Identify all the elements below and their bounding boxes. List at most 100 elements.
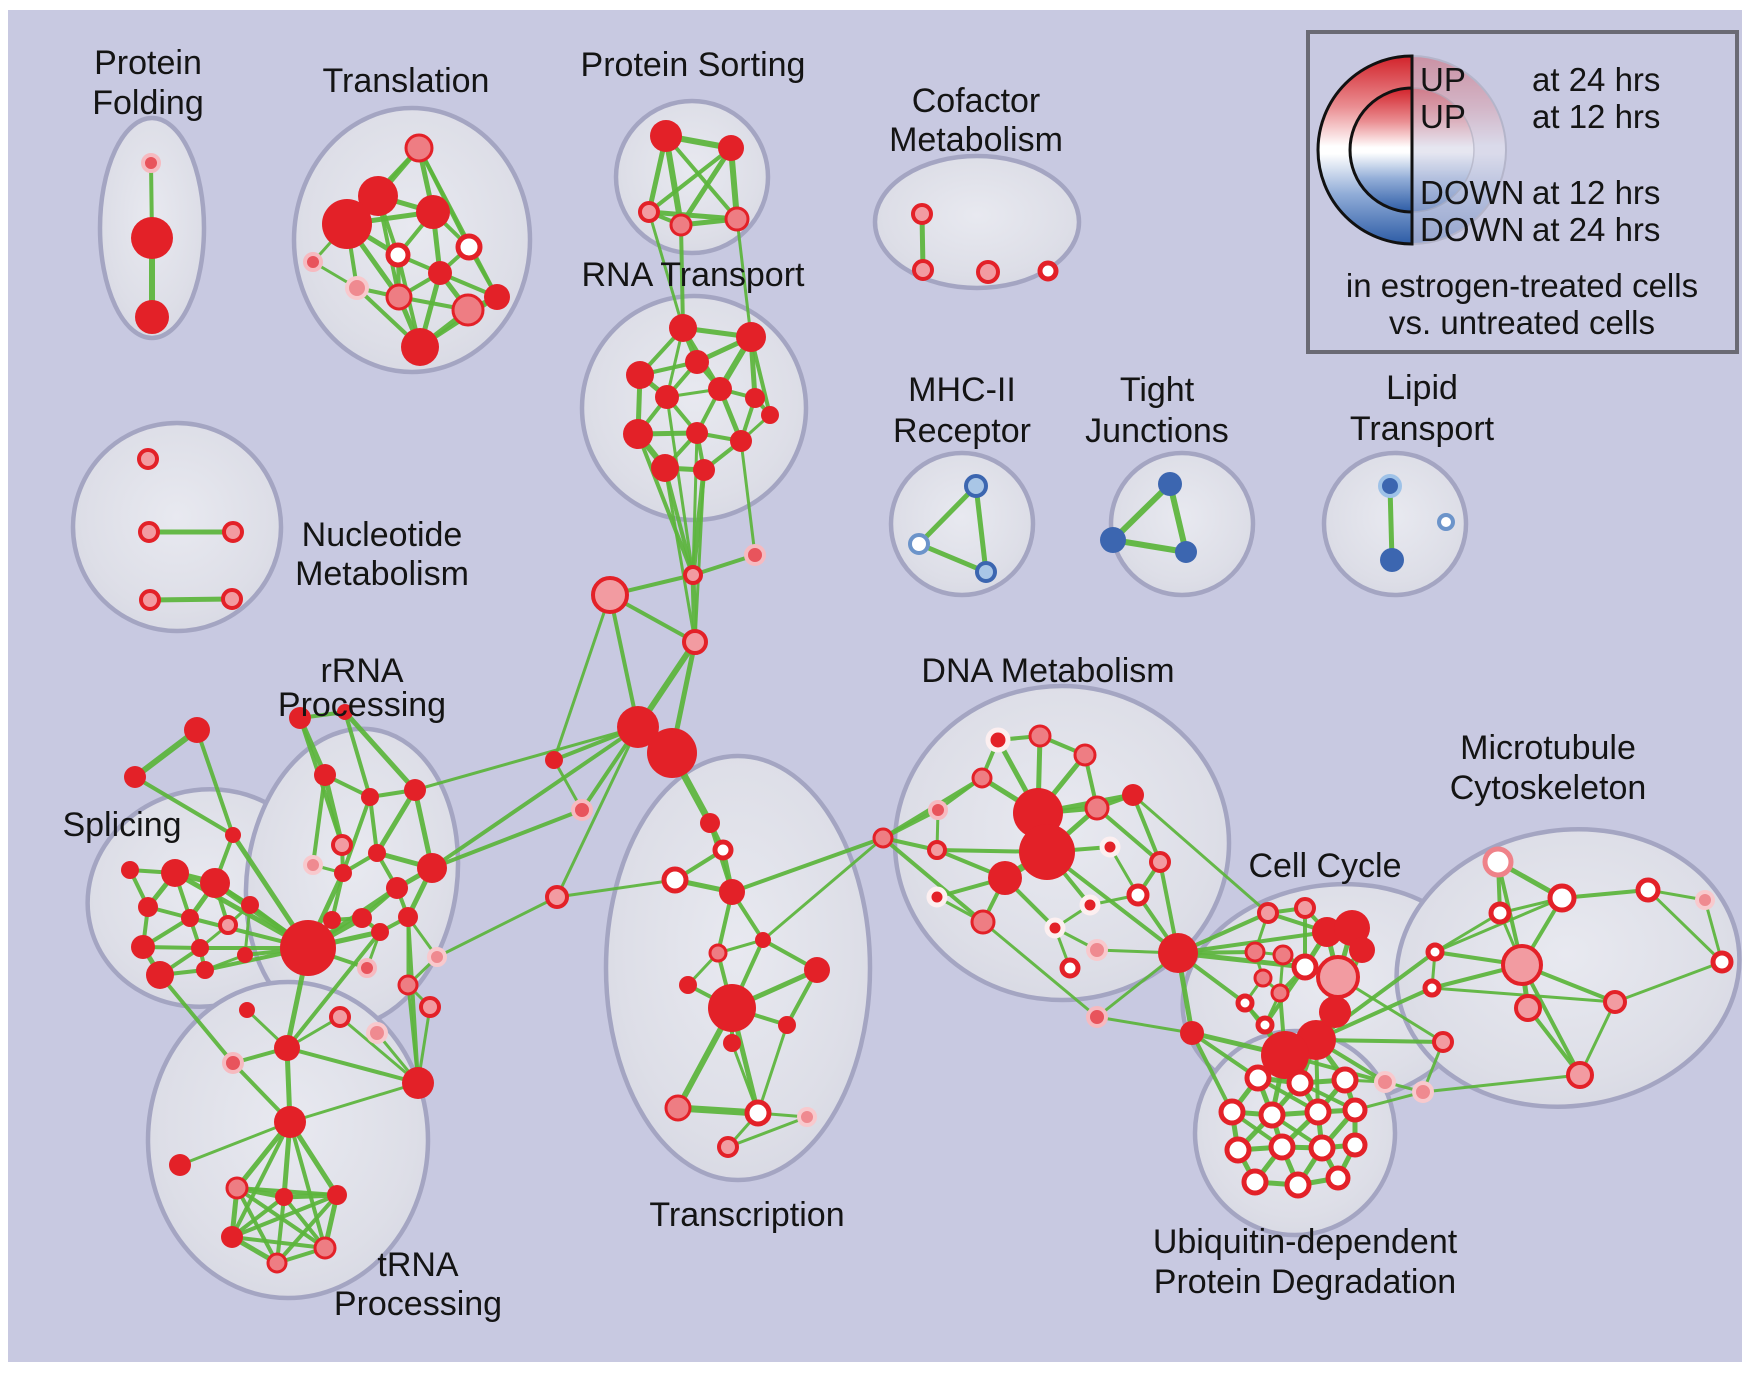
node-tj3: [1175, 541, 1197, 563]
node-rr8: [334, 864, 352, 882]
node-dmH3: [988, 861, 1022, 895]
edge-dmb-dm11: [881, 836, 985, 924]
node-nm5: [221, 588, 243, 610]
node-rt3: [626, 361, 654, 389]
node-tn12: [329, 1006, 351, 1028]
node-cc19: [1432, 1031, 1454, 1053]
node-dm7: [1084, 795, 1110, 821]
node-rr1: [289, 707, 311, 729]
edge-mt8-mt10: [1646, 888, 1724, 964]
node-rt13: [761, 406, 779, 424]
edge-dm8-cc1: [1131, 793, 1270, 915]
node-t5: [455, 233, 483, 261]
cluster-cofactor-metabolism: [872, 153, 1082, 291]
edge-jn2-rt10: [739, 439, 757, 557]
node-nm3: [222, 521, 244, 543]
node-rt2: [736, 322, 766, 352]
node-cc5: [1244, 941, 1266, 963]
cluster-label-rna-transport-line0: RNA Transport: [582, 256, 806, 294]
node-ps2: [718, 135, 744, 161]
node-mcb2: [1422, 978, 1442, 998]
node-dm19: [1086, 1006, 1108, 1028]
cluster-label-transcription-line0: Transcription: [649, 1196, 844, 1234]
edge-mh2-mh3: [916, 541, 989, 575]
edge-dm11-dm19: [981, 920, 1099, 1019]
cluster-label-splicing-line0: Splicing: [62, 806, 181, 844]
node-t2: [358, 176, 398, 216]
node-cc10: [1270, 983, 1290, 1003]
node-rt11: [651, 454, 679, 482]
node-dm8: [1122, 784, 1144, 806]
node-mt6: [1514, 994, 1542, 1022]
cluster-label-nucleotide-metabolism-line0: Nucleotide: [302, 516, 463, 554]
edge-ln1-ln2: [1387, 483, 1395, 563]
node-nm4: [139, 589, 161, 611]
node-mt9: [1695, 890, 1715, 910]
cluster-lipid-transport: [1321, 450, 1469, 598]
cluster-label-translation-line0: Translation: [323, 62, 490, 100]
node-cc17: [1374, 1071, 1396, 1093]
node-dm5: [928, 800, 948, 820]
node-cf3: [976, 260, 1000, 284]
node-rr11: [417, 853, 447, 883]
node-tn8: [221, 1226, 243, 1248]
node-rr3: [314, 764, 336, 786]
node-tx13: [744, 1099, 772, 1127]
edge-mt7-mt10: [1613, 960, 1724, 1004]
node-mt3: [1488, 901, 1512, 925]
node-dmb: [872, 827, 894, 849]
edge-mcb1-mt3: [1433, 911, 1502, 954]
node-tn6: [275, 1188, 293, 1206]
node-dm9: [1099, 836, 1121, 858]
node-rr17: [427, 947, 447, 967]
node-rt6: [708, 377, 732, 401]
cluster-label-protein-folding-line1: Folding: [92, 84, 204, 122]
edge-ps1-ps5: [664, 134, 739, 221]
node-cf4: [1037, 260, 1059, 282]
node-mt8: [1635, 877, 1661, 903]
node-tx14: [797, 1107, 817, 1127]
node-ub9: [1268, 1133, 1296, 1161]
cluster-label-mhc-ii-receptor-line0: MHC-II: [908, 371, 1016, 409]
node-t4: [322, 199, 372, 249]
legend-down-24-time: at 24 hrs: [1532, 211, 1660, 248]
node-rr15: [398, 907, 418, 927]
edge-mcb1-mt2: [1433, 896, 1564, 954]
legend-down-24-label: DOWN: [1420, 211, 1524, 248]
node-t7: [428, 261, 452, 285]
node-s8: [146, 961, 174, 989]
edge-tx6-dmb: [761, 836, 885, 942]
edge-ps4-rt1: [679, 223, 685, 330]
node-ps4: [669, 213, 693, 237]
cluster-label-protein-sorting-line0: Protein Sorting: [581, 46, 806, 84]
edge-s8-tn2: [158, 973, 235, 1065]
edge-rt11-jn4: [663, 466, 697, 644]
node-cc16: [1261, 1031, 1309, 1079]
node-t9: [385, 283, 413, 311]
node-lj3: [545, 885, 569, 909]
node-mt1: [1482, 846, 1514, 878]
node-rrH: [280, 920, 336, 976]
node-ln1: [1378, 474, 1402, 498]
node-jn1: [683, 565, 703, 585]
node-t13: [303, 252, 323, 272]
node-tx12: [664, 1094, 692, 1122]
node-ub12: [1241, 1168, 1269, 1196]
cluster-label-protein-folding-line0: Protein: [94, 44, 202, 82]
node-t10: [451, 293, 485, 327]
node-s9: [196, 961, 214, 979]
node-mt10: [1710, 950, 1734, 974]
node-sp3: [225, 827, 241, 843]
node-sp2: [124, 766, 146, 788]
node-dm18: [1059, 957, 1081, 979]
node-rt5: [655, 385, 679, 409]
node-t11: [401, 328, 439, 366]
node-t1: [404, 133, 434, 163]
node-rr19: [419, 996, 441, 1018]
edge-sp1-sp3: [195, 728, 235, 837]
node-s7: [191, 939, 209, 957]
edge-jn3-hub1: [608, 593, 640, 729]
edge-rr4-rr9: [368, 795, 379, 855]
node-dmB2: [1158, 933, 1198, 973]
